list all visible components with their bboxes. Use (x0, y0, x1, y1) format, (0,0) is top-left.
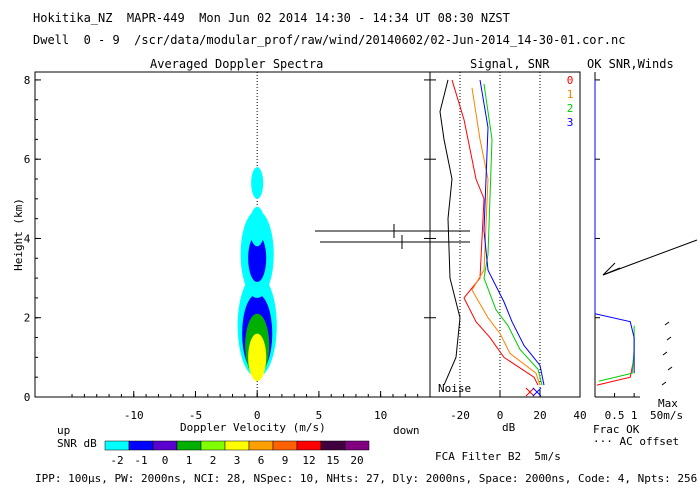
colorbar-swatch (344, 440, 370, 451)
signal-x-tick-label: 20 (533, 409, 546, 422)
colorbar-swatch (152, 440, 178, 451)
noise-line (439, 79, 461, 386)
colorbar-swatch (224, 440, 250, 451)
colorbar-tick-label: -2 (110, 454, 123, 467)
direction-down-label: down (393, 424, 420, 437)
ok-winds-title: OK SNR,Winds (587, 57, 674, 71)
x-tick-label: 0 (254, 409, 261, 422)
signal-xlabel: dB (502, 421, 516, 434)
signal-x-marker (532, 387, 542, 397)
y-tick-label: 4 (24, 232, 31, 245)
header-file-path: Dwell 0 - 9 /scr/data/modular_prof/raw/w… (33, 33, 626, 47)
y-tick-label: 0 (24, 391, 31, 404)
colorbar-swatch (128, 440, 154, 451)
x-tick-label: -10 (124, 409, 144, 422)
colorbar-tick-label: 6 (258, 454, 265, 467)
direction-up-label: up (57, 424, 71, 437)
x-tick-label: -5 (189, 409, 202, 422)
spectra-panel: 0 2 4 6 8 Height (km) -10 -5 0 5 10 (12, 71, 470, 422)
ok-series-3 (594, 79, 635, 374)
signal-series-2 (483, 83, 543, 386)
wind-arrow-head (602, 267, 621, 276)
signal-x-tick-label: -20 (450, 409, 470, 422)
signal-title: Signal, SNR (470, 57, 550, 71)
spectra-title: Averaged Doppler Spectra (150, 57, 324, 71)
signal-series-1 (471, 87, 541, 386)
wind-max-label: Max (658, 397, 678, 410)
signal-frame (429, 71, 581, 398)
ok-x-tick-label: 1 (631, 409, 638, 422)
spectrum-blob (249, 206, 265, 247)
spectrum-blob (248, 333, 267, 382)
colorbar-tick-label: 1 (186, 454, 193, 467)
wind-barb (666, 336, 672, 341)
wind-barb (662, 351, 668, 356)
colorbar-tick-label: 3 (234, 454, 241, 467)
signal-series-3 (479, 79, 545, 386)
legend-beam-1: 1 (567, 88, 574, 101)
wind-arrow-head (602, 262, 616, 276)
doppler-xlabel: Doppler Velocity (m/s) (180, 421, 326, 434)
ok-x-tick-label: 0.5 (605, 409, 625, 422)
y-axis-label: Height (km) (12, 198, 25, 271)
colorbar-swatch (104, 440, 130, 451)
colorbar-tick-label: -1 (134, 454, 147, 467)
wind-max-value: 50m/s (650, 409, 684, 422)
colorbar-tick-label: 15 (326, 454, 339, 467)
colorbar-tick-label: 20 (350, 454, 363, 467)
spectra-frame (34, 71, 431, 398)
signal-x-tick-label: 40 (573, 409, 586, 422)
x-tick-label: 10 (374, 409, 387, 422)
ok-series-2 (598, 325, 635, 382)
signal-series-0 (451, 79, 539, 386)
y-tick-label: 2 (24, 312, 31, 325)
wind-barb (667, 366, 673, 371)
x-tick-label: 5 (316, 409, 323, 422)
colorbar-swatch (200, 440, 226, 451)
colorbar-tick-label: 9 (282, 454, 289, 467)
colorbar-tick-label: 12 (302, 454, 315, 467)
colorbar-swatch (248, 440, 274, 451)
colorbar-swatch (176, 440, 202, 451)
ac-offset-label: ··· AC offset (593, 435, 680, 448)
colorbar-tick-label: 2 (210, 454, 217, 467)
footer-params: IPP: 100μs, PW: 2000ns, NCI: 28, NSpec: … (35, 472, 698, 485)
noise-label: Noise (438, 382, 472, 395)
signal-panel: -20 0 20 40 (429, 71, 587, 422)
y-tick-label: 8 (24, 74, 31, 87)
legend-beam-3: 3 (567, 116, 574, 129)
snr-colorbar: -2 -1 0 1 2 3 6 9 12 15 20 (104, 440, 370, 467)
signal-x-marker (525, 387, 535, 397)
legend-beam-0: 0 (567, 74, 574, 87)
colorbar-tick-label: 0 (162, 454, 169, 467)
spectrum-blob (248, 234, 267, 283)
colorbar-swatch (296, 440, 322, 451)
y-tick-label: 6 (24, 153, 31, 166)
signal-x-tick-label: 0 (497, 409, 504, 422)
wind-arrow (602, 239, 698, 276)
wind-barb (661, 381, 667, 386)
legend-beam-2: 2 (567, 102, 574, 115)
snr-db-label: SNR dB (57, 437, 97, 450)
fca-filter-label: FCA Filter B2 5m/s (435, 450, 561, 463)
header-title: Hokitika_NZ MAPR-449 Mon Jun 02 2014 14:… (33, 11, 510, 25)
colorbar-swatch (272, 440, 298, 451)
colorbar-swatch (320, 440, 346, 451)
ok-series-0 (596, 357, 635, 386)
spectrum-blob (251, 167, 264, 199)
frac-ok-label: Frac OK (593, 423, 640, 436)
wind-barb (664, 321, 670, 326)
